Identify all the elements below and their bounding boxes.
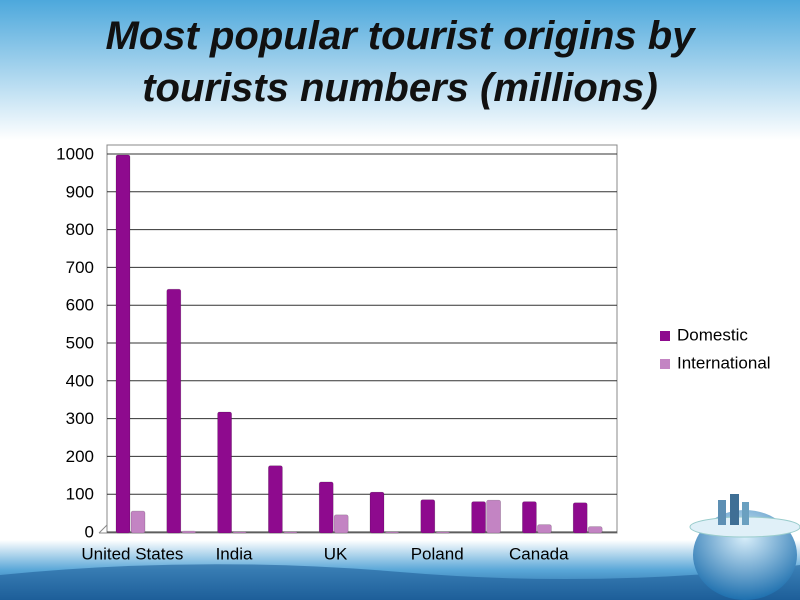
bar	[232, 531, 247, 534]
wave	[0, 564, 800, 600]
y-tick-label: 900	[66, 182, 94, 201]
bar	[420, 499, 436, 534]
bar	[572, 502, 588, 534]
legend-label: International	[677, 353, 771, 372]
x-tick-label: UK	[324, 544, 348, 563]
legend-swatch	[660, 331, 670, 341]
bar	[522, 501, 537, 534]
bar	[486, 499, 501, 534]
bar	[318, 481, 334, 534]
bar	[384, 531, 400, 534]
bar	[369, 491, 385, 534]
y-tick-label: 500	[66, 333, 94, 352]
bar	[435, 531, 451, 534]
x-tick-label: United States	[81, 544, 183, 563]
legend-label: Domestic	[677, 325, 748, 344]
bar	[166, 288, 182, 534]
building-icon	[730, 494, 739, 525]
bar	[471, 501, 486, 534]
building-icon	[742, 502, 749, 525]
legend-swatch	[660, 359, 670, 369]
x-tick-label: Poland	[411, 544, 464, 563]
y-tick-label: 1000	[56, 144, 94, 163]
y-tick-label: 400	[66, 371, 94, 390]
y-tick-label: 0	[85, 522, 94, 541]
y-tick-label: 700	[66, 258, 94, 277]
y-tick-label: 800	[66, 220, 94, 239]
slide-title: Most popular tourist origins by tourists…	[105, 14, 695, 110]
y-tick-label: 200	[66, 447, 94, 466]
plot-frame	[106, 144, 618, 534]
building-icon	[718, 500, 726, 525]
bar	[115, 154, 131, 534]
x-tick-label: Canada	[509, 544, 569, 563]
bar	[217, 411, 232, 534]
header-background	[0, 0, 800, 140]
bar	[181, 530, 197, 534]
bar	[537, 524, 552, 534]
bar	[268, 465, 283, 534]
bar	[587, 526, 603, 534]
bar	[333, 514, 349, 534]
floor-edge	[98, 524, 108, 534]
y-tick-label: 600	[66, 296, 94, 315]
bar	[130, 510, 146, 534]
x-tick-label: India	[216, 544, 253, 563]
bar	[283, 531, 298, 534]
y-tick-label: 300	[66, 409, 94, 428]
y-tick-label: 100	[66, 485, 94, 504]
